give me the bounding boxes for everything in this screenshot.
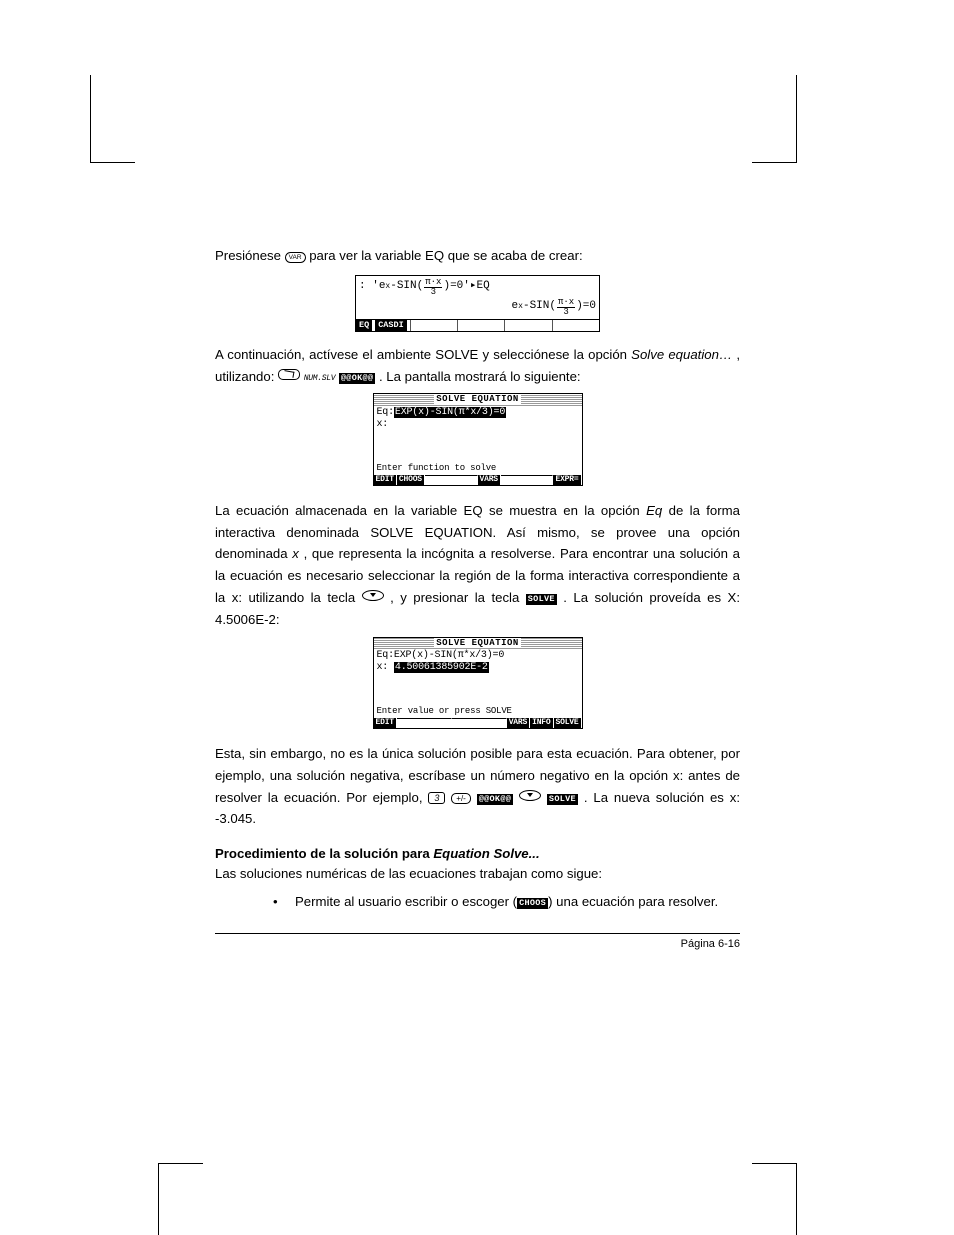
eq-label: Eq: xyxy=(377,650,394,661)
calculator-screenshot-2: SOLVE EQUATION Eq:EXP(x)-SIN(π*x/3)=0 x:… xyxy=(373,393,583,486)
heading-procedure: Procedimiento de la solución para Equati… xyxy=(215,846,740,861)
text: para ver la variable EQ que se acaba de … xyxy=(309,248,582,263)
menu-gap xyxy=(425,475,478,485)
softkey-solve: SOLVE xyxy=(547,794,578,805)
key-right-shift xyxy=(278,369,300,380)
menu-blank xyxy=(552,320,596,331)
x-value: 4.50061385902E-2 xyxy=(394,662,489,673)
menu-casdi: CASDI xyxy=(375,320,407,331)
page-content: Presiónese VAR para ver la variable EQ q… xyxy=(215,245,740,950)
text: e xyxy=(379,280,386,294)
softkey-solve: SOLVE xyxy=(526,594,557,605)
text: e xyxy=(512,300,519,314)
text: -SIN xyxy=(523,300,549,314)
text: =0'▸EQ xyxy=(450,280,490,294)
menu-choos: CHOOS xyxy=(397,475,425,485)
calc2-body: Eq:EXP(x)-SIN(π*x/3)=0 x: xyxy=(374,406,582,462)
crop-mark-bottom-left xyxy=(158,1163,203,1235)
denominator: 3 xyxy=(424,288,442,297)
crop-mark-top-left xyxy=(90,75,135,163)
text-italic: x xyxy=(292,546,299,561)
softkey-choos: CHOOS xyxy=(517,898,548,909)
menu-blank xyxy=(410,320,454,331)
text-italic: Solve equation… xyxy=(631,347,732,362)
calc2-menu: EDIT CHOOS VARS EXPR= xyxy=(374,475,582,485)
paragraph-4: Esta, sin embargo, no es la única soluci… xyxy=(215,743,740,830)
calculator-screenshot-3: SOLVE EQUATION Eq:EXP(x)-SIN(π*x/3)=0 x:… xyxy=(373,637,583,730)
key-arrow-down xyxy=(362,590,384,601)
paragraph-1: Presiónese VAR para ver la variable EQ q… xyxy=(215,245,740,267)
fraction: π·x3 xyxy=(557,298,575,317)
menu-gap xyxy=(397,718,452,728)
menu-info: INFO xyxy=(530,718,553,728)
bullet-marker: • xyxy=(273,891,295,913)
menu-vars: VARS xyxy=(507,718,530,728)
heading-plain: Procedimiento de la solución para xyxy=(215,846,433,861)
softkey-ok: @@OK@@ xyxy=(477,794,513,805)
x-label: x: xyxy=(377,662,394,673)
heading-italic: Equation Solve... xyxy=(433,846,539,861)
menu-edit: EDIT xyxy=(374,718,397,728)
calculator-screenshot-1: : ' ex -SIN(π·x3)=0'▸EQ ex -SIN(π·x3)=0 … xyxy=(355,275,600,332)
eq-value: EXP(x)-SIN(π*x/3)=0 xyxy=(394,650,504,661)
text: , y presionar la tecla xyxy=(390,590,526,605)
menu-gap xyxy=(501,475,554,485)
calc2-help: Enter function to solve xyxy=(374,462,582,475)
calc3-title: SOLVE EQUATION xyxy=(374,638,582,649)
denominator: 3 xyxy=(557,308,575,317)
text: =0 xyxy=(583,300,596,314)
page-footer: Página 6-16 xyxy=(215,933,740,950)
key-3: 3 xyxy=(428,792,445,804)
calc3-menu: EDIT VARS INFO SOLVE xyxy=(374,718,582,728)
key-var: VAR xyxy=(285,252,306,263)
bullet-text: Permite al usuario escribir o escoger (C… xyxy=(295,891,740,913)
calc1-menu: EQ CASDI xyxy=(356,319,599,331)
text-italic: Eq xyxy=(646,503,662,518)
title-text: SOLVE EQUATION xyxy=(434,638,521,648)
title-text: SOLVE EQUATION xyxy=(434,394,521,404)
crop-mark-top-right xyxy=(752,75,797,163)
calc3-help: Enter value or press SOLVE xyxy=(374,705,582,718)
label-numslv: NUM.SLV xyxy=(304,372,336,385)
menu-vars: VARS xyxy=(478,475,501,485)
menu-solve: SOLVE xyxy=(554,718,582,728)
paragraph-2: A continuación, actívese el ambiente SOL… xyxy=(215,344,740,388)
menu-gap xyxy=(452,718,507,728)
eq-label: Eq: xyxy=(377,407,394,418)
eq-value: EXP(x)-SIN(π*x/3)=0 xyxy=(394,407,506,418)
calc1-row2: ex -SIN(π·x3)=0 xyxy=(356,298,599,319)
menu-edit: EDIT xyxy=(374,475,397,485)
text: Presiónese xyxy=(215,248,285,263)
text: ) una ecuación para resolver. xyxy=(548,894,718,909)
calc3-body: Eq:EXP(x)-SIN(π*x/3)=0 x: 4.50061385902E… xyxy=(374,649,582,705)
menu-expr: EXPR= xyxy=(553,475,581,485)
bullet-1: • Permite al usuario escribir o escoger … xyxy=(215,891,740,913)
text: A continuación, actívese el ambiente SOL… xyxy=(215,347,631,362)
calc1-row1: : ' ex -SIN(π·x3)=0'▸EQ xyxy=(356,276,599,298)
paragraph-3: La ecuación almacenada en la variable EQ… xyxy=(215,500,740,631)
page-number: Página 6-16 xyxy=(681,938,740,950)
softkey-ok: @@OK@@ xyxy=(339,373,375,384)
crop-mark-bottom-right xyxy=(752,1163,797,1235)
text: Permite al usuario escribir o escoger ( xyxy=(295,894,517,909)
key-arrow-down xyxy=(519,790,541,801)
text: -SIN xyxy=(390,280,416,294)
key-plusminus: +/- xyxy=(451,793,471,804)
calc2-title: SOLVE EQUATION xyxy=(374,394,582,405)
menu-eq: EQ xyxy=(356,320,372,331)
text: La ecuación almacenada en la variable EQ… xyxy=(215,503,646,518)
text: : ' xyxy=(359,280,379,294)
fraction: π·x3 xyxy=(424,278,442,297)
x-label: x: xyxy=(377,419,389,430)
menu-blank xyxy=(457,320,501,331)
menu-blank xyxy=(504,320,548,331)
paragraph-5: Las soluciones numéricas de las ecuacion… xyxy=(215,863,740,885)
text: . La pantalla mostrará lo siguiente: xyxy=(379,369,581,384)
